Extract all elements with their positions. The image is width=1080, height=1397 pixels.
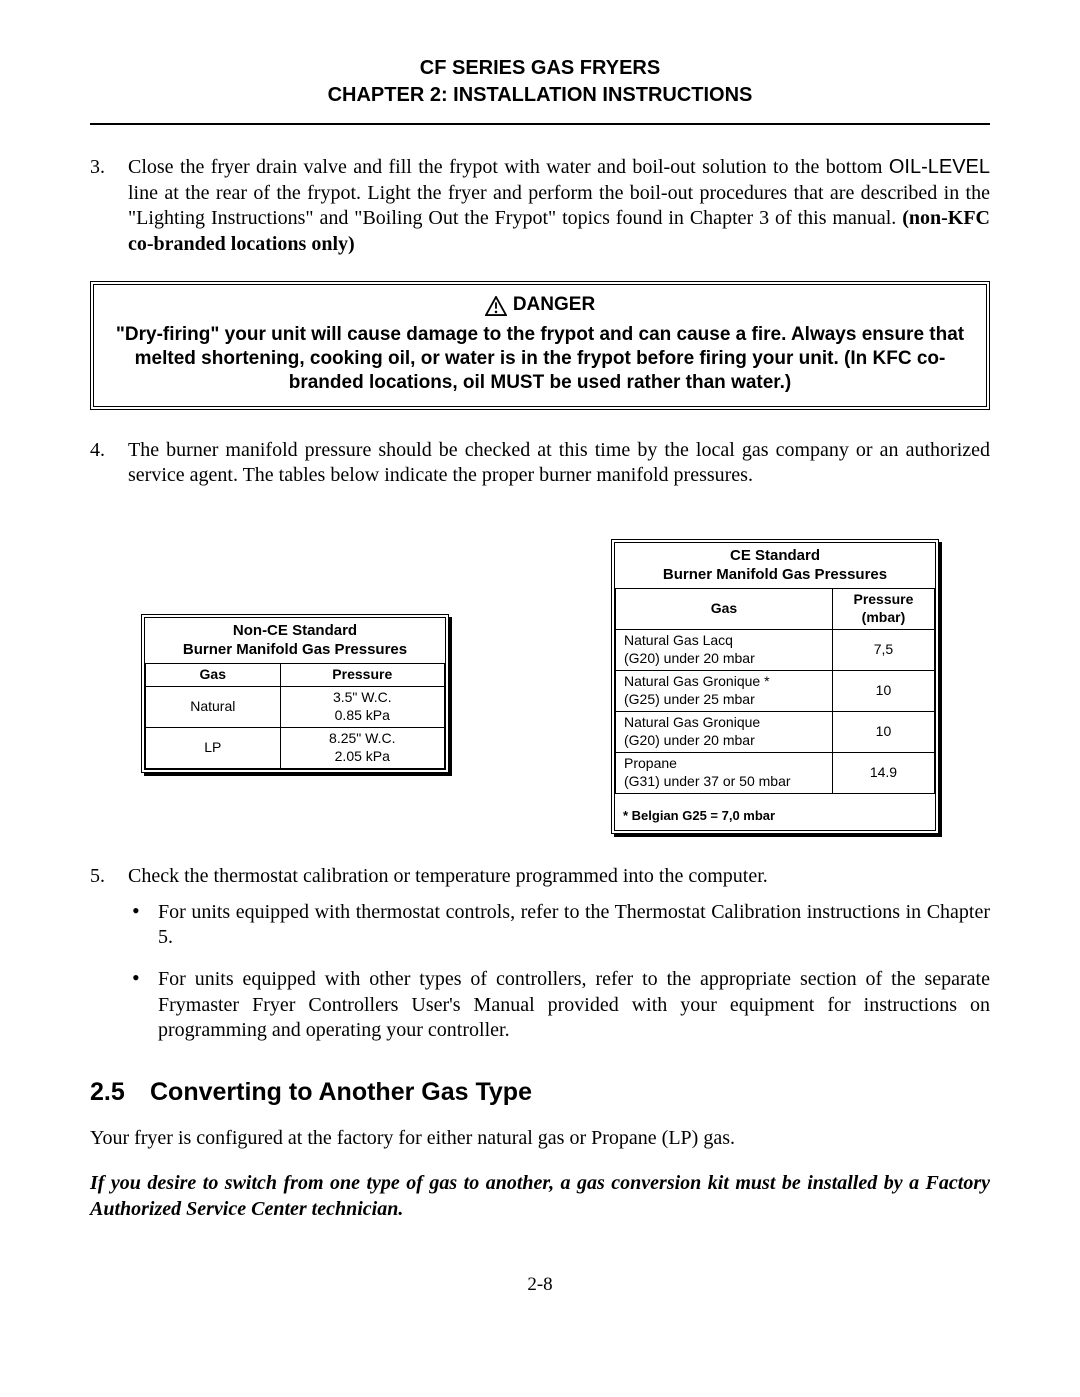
section-2-5-p2: If you desire to switch from one type of…	[90, 1171, 990, 1222]
step-5-num: 5.	[90, 864, 105, 890]
header-line1: CF SERIES GAS FRYERS	[90, 55, 990, 82]
ce-data-table: Gas Pressure (mbar) Natural Gas Lacq (G2…	[615, 588, 935, 793]
non-ce-table: Non-CE Standard Burner Manifold Gas Pres…	[141, 614, 449, 773]
step-3: 3. Close the fryer drain valve and fill …	[90, 155, 990, 257]
cell-pressure: 8.25" W.C. 2.05 kPa	[280, 728, 444, 769]
ce-table: CE Standard Burner Manifold Gas Pressure…	[611, 539, 939, 834]
ce-table-title: CE Standard Burner Manifold Gas Pressure…	[615, 543, 935, 589]
cell-pressure: 7,5	[832, 630, 934, 671]
ce-footnote: * Belgian G25 = 7,0 mbar	[615, 794, 935, 831]
step-3-num: 3.	[90, 155, 105, 181]
cell-gas: Natural Gas Lacq (G20) under 20 mbar	[616, 630, 833, 671]
step-5-text: Check the thermostat calibration or temp…	[128, 865, 768, 887]
cell-pressure: 3.5" W.C. 0.85 kPa	[280, 687, 444, 728]
table-row: Natural Gas Gronique (G20) under 20 mbar…	[616, 711, 935, 752]
non-ce-col-pressure: Pressure	[280, 664, 444, 687]
step-5: 5. Check the thermostat calibration or t…	[90, 864, 990, 1044]
step-4-num: 4.	[90, 438, 105, 464]
page-header: CF SERIES GAS FRYERS CHAPTER 2: INSTALLA…	[90, 55, 990, 109]
cell-pressure: 14.9	[832, 752, 934, 793]
cell-gas: Natural	[146, 687, 281, 728]
non-ce-table-title: Non-CE Standard Burner Manifold Gas Pres…	[145, 618, 445, 664]
header-rule	[90, 123, 990, 125]
ce-col-gas: Gas	[616, 589, 833, 630]
ce-title-l2: Burner Manifold Gas Pressures	[663, 566, 887, 583]
table-row: Natural 3.5" W.C. 0.85 kPa	[146, 687, 445, 728]
table-row: Propane (G31) under 37 or 50 mbar 14.9	[616, 752, 935, 793]
step-4-text: The burner manifold pressure should be c…	[128, 439, 990, 487]
step-list-4: 4. The burner manifold pressure should b…	[90, 438, 990, 489]
bullet-2: For units equipped with other types of c…	[128, 967, 990, 1044]
table-row: Natural Gas Gronique * (G25) under 25 mb…	[616, 671, 935, 712]
step-list: 3. Close the fryer drain valve and fill …	[90, 155, 990, 257]
body: 3. Close the fryer drain valve and fill …	[90, 155, 990, 1297]
danger-body: "Dry-firing" your unit will cause damage…	[108, 323, 972, 396]
step-4: 4. The burner manifold pressure should b…	[90, 438, 990, 489]
step-3-text-b: line at the rear of the frypot. Light th…	[128, 182, 990, 230]
non-ce-col-gas: Gas	[146, 664, 281, 687]
warning-icon	[485, 296, 507, 316]
cell-gas: Natural Gas Gronique (G20) under 20 mbar	[616, 711, 833, 752]
page: CF SERIES GAS FRYERS CHAPTER 2: INSTALLA…	[0, 0, 1080, 1337]
ce-title-l1: CE Standard	[730, 547, 820, 564]
danger-box: DANGER "Dry-firing" your unit will cause…	[90, 281, 990, 409]
page-number: 2-8	[90, 1273, 990, 1297]
step-3-text-a: Close the fryer drain valve and fill the…	[128, 156, 889, 178]
cell-gas: Propane (G31) under 37 or 50 mbar	[616, 752, 833, 793]
section-num: 2.5	[90, 1076, 150, 1108]
oil-level-label: OIL-LEVEL	[889, 156, 990, 178]
cell-gas: LP	[146, 728, 281, 769]
danger-title: DANGER	[513, 293, 595, 317]
bullet-1: For units equipped with thermostat contr…	[128, 900, 990, 951]
danger-title-row: DANGER	[485, 293, 595, 317]
cell-pressure: 10	[832, 671, 934, 712]
table-row: Natural Gas Lacq (G20) under 20 mbar 7,5	[616, 630, 935, 671]
step-5-bullets: For units equipped with thermostat contr…	[128, 900, 990, 1044]
ce-col-pressure: Pressure (mbar)	[832, 589, 934, 630]
header-line2: CHAPTER 2: INSTALLATION INSTRUCTIONS	[90, 82, 990, 109]
cell-gas: Natural Gas Gronique * (G25) under 25 mb…	[616, 671, 833, 712]
non-ce-title-l2: Burner Manifold Gas Pressures	[183, 641, 407, 658]
table-row: LP 8.25" W.C. 2.05 kPa	[146, 728, 445, 769]
tables-row: Non-CE Standard Burner Manifold Gas Pres…	[90, 539, 990, 834]
section-title: Converting to Another Gas Type	[150, 1078, 532, 1106]
section-2-5-heading: 2.5Converting to Another Gas Type	[90, 1076, 990, 1108]
step-list-5: 5. Check the thermostat calibration or t…	[90, 864, 990, 1044]
non-ce-data-table: Gas Pressure Natural 3.5" W.C. 0.85 kPa …	[145, 663, 445, 769]
non-ce-title-l1: Non-CE Standard	[233, 622, 357, 639]
section-2-5-p1: Your fryer is configured at the factory …	[90, 1126, 990, 1152]
cell-pressure: 10	[832, 711, 934, 752]
